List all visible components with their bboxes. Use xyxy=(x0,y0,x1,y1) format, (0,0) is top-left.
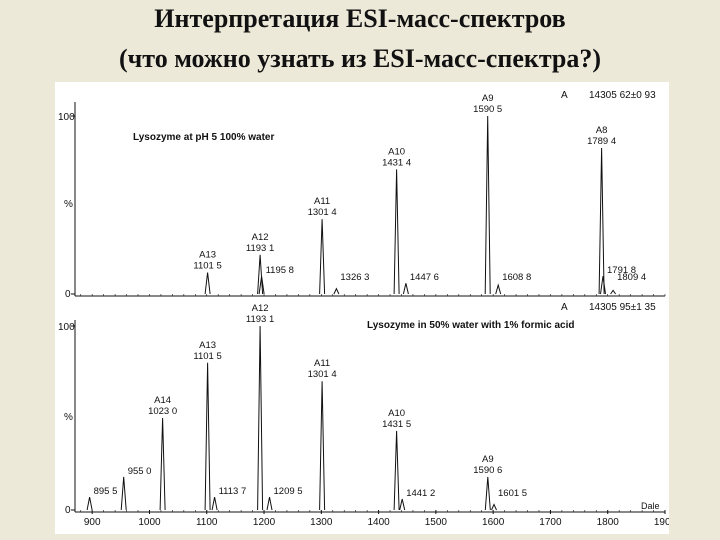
ylabel-top: % xyxy=(64,199,73,210)
peak-mz-label: 1608 8 xyxy=(502,272,531,283)
peak-ion-label: A10 xyxy=(388,146,405,157)
peak-1-0 xyxy=(86,497,93,511)
peak-mz-label: 1193 1 xyxy=(246,243,274,254)
peak-1-8 xyxy=(393,430,400,511)
peak-mz-label: 1431 4 xyxy=(382,157,411,168)
peak-mz-label: 1301 4 xyxy=(308,369,337,380)
peak-mz-label: 1441 2 xyxy=(406,488,435,499)
peak-mz-label: 895 5 xyxy=(94,486,118,497)
xtick-label: 1300 xyxy=(310,517,333,528)
peak-0-8 xyxy=(495,283,502,295)
peak-0-9 xyxy=(598,147,605,295)
mass-value-top: 14305 62±0 93 xyxy=(589,90,656,101)
peak-mz-label: 1590 6 xyxy=(473,465,502,476)
peak-mz-label: 1209 5 xyxy=(274,486,303,497)
peak-0-11 xyxy=(610,289,617,295)
peak-mz-label: 1301 4 xyxy=(308,207,337,218)
xtick-label: 900 xyxy=(84,517,101,528)
spectrum-top: 100 0 % Lysozyme at pH 5 100% water A 14… xyxy=(58,90,666,300)
xtick-label: 1900 xyxy=(654,517,669,528)
xtick-label: 1700 xyxy=(539,517,562,528)
peak-0-3 xyxy=(319,219,326,295)
spectrum-title-bottom: Lysozyme in 50% water with 1% formic aci… xyxy=(367,320,574,331)
peak-ion-label: A9 xyxy=(482,93,494,104)
mass-spectra-figure: 100 0 % Lysozyme at pH 5 100% water A 14… xyxy=(55,82,669,534)
ytick-label-100-bottom: 100 xyxy=(58,322,75,333)
slide-title-line1: Интерпретация ESI-масс-спектров xyxy=(154,4,566,33)
peak-mz-label: 1195 8 xyxy=(266,265,294,276)
peak-mz-label: 1590 5 xyxy=(473,104,502,115)
mass-label-top: A xyxy=(561,90,568,101)
peak-0-2 xyxy=(258,276,265,295)
peak-1-7 xyxy=(319,381,326,511)
peak-ion-label: A12 xyxy=(252,232,269,243)
ytick-label-0-top: 0 xyxy=(65,289,71,300)
peak-ion-label: A11 xyxy=(314,358,330,369)
peak-mz-label: 1809 4 xyxy=(617,272,646,283)
peak-ion-label: A13 xyxy=(199,250,216,261)
spectrum-title-top: Lysozyme at pH 5 100% water xyxy=(133,132,274,143)
peak-mz-label: 1447 6 xyxy=(410,272,439,283)
peak-ion-label: A8 xyxy=(596,125,608,136)
peak-1-3 xyxy=(204,362,211,511)
x-axis-ticks: 900 1000 1100 1200 1300 1400 1500 1600 1700 1800 1… xyxy=(84,510,669,528)
peak-mz-label: 1601 5 xyxy=(498,488,527,499)
peak-mz-label: 1326 3 xyxy=(340,272,369,283)
xtick-label: 1000 xyxy=(138,517,161,528)
peak-ion-label: A10 xyxy=(388,408,405,419)
xtick-label: 1100 xyxy=(196,517,218,528)
xtick-label: 1400 xyxy=(367,517,390,528)
mass-value-bottom: 14305 95±1 35 xyxy=(589,302,656,313)
xtick-label: 1600 xyxy=(482,517,505,528)
peak-0-4 xyxy=(333,287,340,295)
peak-mz-label: 1023 0 xyxy=(148,406,177,417)
xtick-label: 1200 xyxy=(253,517,276,528)
peak-0-10 xyxy=(600,276,606,295)
spectrum-bottom: 100 0 % Lysozyme in 50% water with 1% fo… xyxy=(58,302,669,528)
peak-1-4 xyxy=(211,497,218,511)
xlabel-bottom: Dale xyxy=(641,501,660,511)
ytick-label-100-top: 100 xyxy=(58,112,75,123)
peak-0-0 xyxy=(204,272,211,295)
peak-1-10 xyxy=(484,476,491,511)
peak-mz-label: 1113 7 xyxy=(219,486,247,497)
peak-mz-label: 1789 4 xyxy=(587,136,616,147)
peak-ion-label: A12 xyxy=(252,303,269,314)
peak-1-5 xyxy=(257,325,264,511)
mass-spectra-svg: 100 0 % Lysozyme at pH 5 100% water A 14… xyxy=(58,90,669,528)
ylabel-bottom: % xyxy=(64,412,73,423)
ytick-label-0-bottom: 0 xyxy=(65,505,71,516)
peak-ion-label: A14 xyxy=(154,395,171,406)
peak-0-5 xyxy=(393,169,400,295)
peak-0-7 xyxy=(484,115,491,295)
peak-1-2 xyxy=(159,417,166,511)
xtick-label: 1500 xyxy=(425,517,448,528)
peak-0-6 xyxy=(402,283,409,295)
peak-mz-label: 1101 5 xyxy=(193,261,221,272)
slide-title-line2: (что можно узнать из ESI-масс-спектра?) xyxy=(118,44,602,73)
peak-ion-label: A11 xyxy=(314,196,330,207)
xtick-label: 1800 xyxy=(597,517,620,528)
peak-1-6 xyxy=(266,497,273,511)
peak-mz-label: 1791 8 xyxy=(607,265,636,276)
peak-ion-label: A13 xyxy=(199,340,216,351)
peak-1-9 xyxy=(399,498,406,511)
peak-1-11 xyxy=(491,503,497,511)
peak-ion-label: A9 xyxy=(482,454,494,465)
peak-1-1 xyxy=(120,476,127,511)
peak-mz-label: 1193 1 xyxy=(246,314,274,325)
peak-mz-label: 1431 5 xyxy=(382,419,411,430)
mass-label-bottom: A xyxy=(561,302,568,313)
peak-mz-label: 955 0 xyxy=(128,466,152,477)
peak-mz-label: 1101 5 xyxy=(193,351,221,362)
